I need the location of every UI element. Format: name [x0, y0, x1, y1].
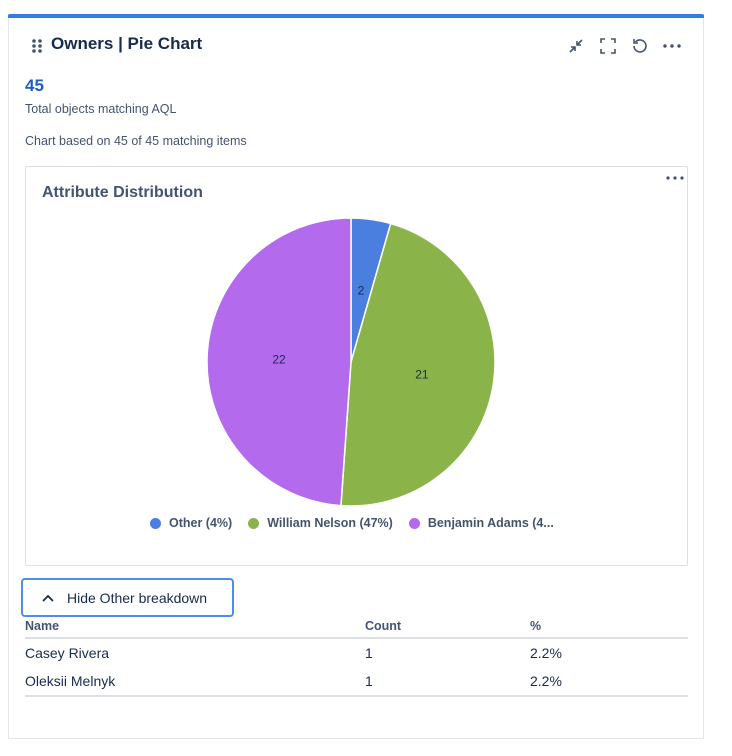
legend-item-benjamin-adams[interactable]: Benjamin Adams (4...: [408, 516, 554, 530]
total-count: 45: [25, 76, 44, 95]
gadget-title: Owners | Pie Chart: [51, 34, 203, 53]
chart-more-icon[interactable]: [664, 170, 686, 186]
legend-item-other[interactable]: Other (4%): [150, 516, 232, 530]
other-breakdown-table: Name Count % Casey Rivera 1 2.2% Oleksii…: [25, 616, 688, 697]
cell-percent: 2.2%: [530, 667, 688, 697]
pie-slice-value-label: 22: [272, 352, 286, 366]
table-row: Casey Rivera 1 2.2%: [25, 638, 688, 667]
table-row: Oleksii Melnyk 1 2.2%: [25, 667, 688, 697]
legend-swatch: [408, 517, 420, 529]
cell-count: 1: [365, 645, 373, 661]
legend-swatch: [150, 517, 161, 529]
chart-legend: Other (4%) William Nelson (47%) Benjamin A…: [150, 516, 554, 530]
accent-bar: [8, 14, 704, 18]
chart-title: Attribute Distribution: [42, 184, 203, 201]
collapse-icon[interactable]: [566, 36, 586, 56]
pie-slice-benjamin-adams[interactable]: [206, 217, 352, 507]
total-label: Total objects matching AQL: [25, 102, 177, 116]
hide-other-breakdown-button[interactable]: Hide Other breakdown: [21, 578, 234, 617]
more-icon[interactable]: [662, 36, 682, 56]
legend-label: Other (4%): [169, 516, 233, 530]
refresh-icon[interactable]: [630, 36, 650, 56]
legend-item-william-nelson[interactable]: William Nelson (47%): [248, 516, 393, 530]
column-header-name: Name: [25, 616, 365, 639]
cell-name: Casey Rivera: [25, 645, 110, 661]
drag-handle-icon[interactable]: [31, 38, 43, 54]
cell-percent: 2.2%: [530, 645, 562, 661]
cell-name: Oleksii Melnyk: [25, 667, 365, 697]
legend-label: William Nelson (47%): [267, 516, 393, 530]
fullscreen-icon[interactable]: [598, 36, 618, 56]
pie-slice-william-nelson[interactable]: [340, 222, 496, 507]
hide-other-breakdown-label: Hide Other breakdown: [67, 589, 208, 606]
chevron-up-icon: [42, 594, 54, 602]
table-header-row: Name Count %: [25, 616, 688, 639]
column-header-count: Count: [365, 616, 530, 639]
pie-slice-value-label: 21: [415, 368, 429, 382]
chart-panel: [25, 166, 688, 566]
cell-count: 1: [365, 667, 530, 697]
chart-basis-note: Chart based on 45 of 45 matching items: [25, 134, 247, 148]
column-header-percent: %: [530, 616, 688, 639]
pie-slice-value-label: 2: [358, 284, 365, 298]
legend-swatch: [248, 517, 260, 529]
legend-label: Benjamin Adams (4...: [427, 516, 554, 530]
